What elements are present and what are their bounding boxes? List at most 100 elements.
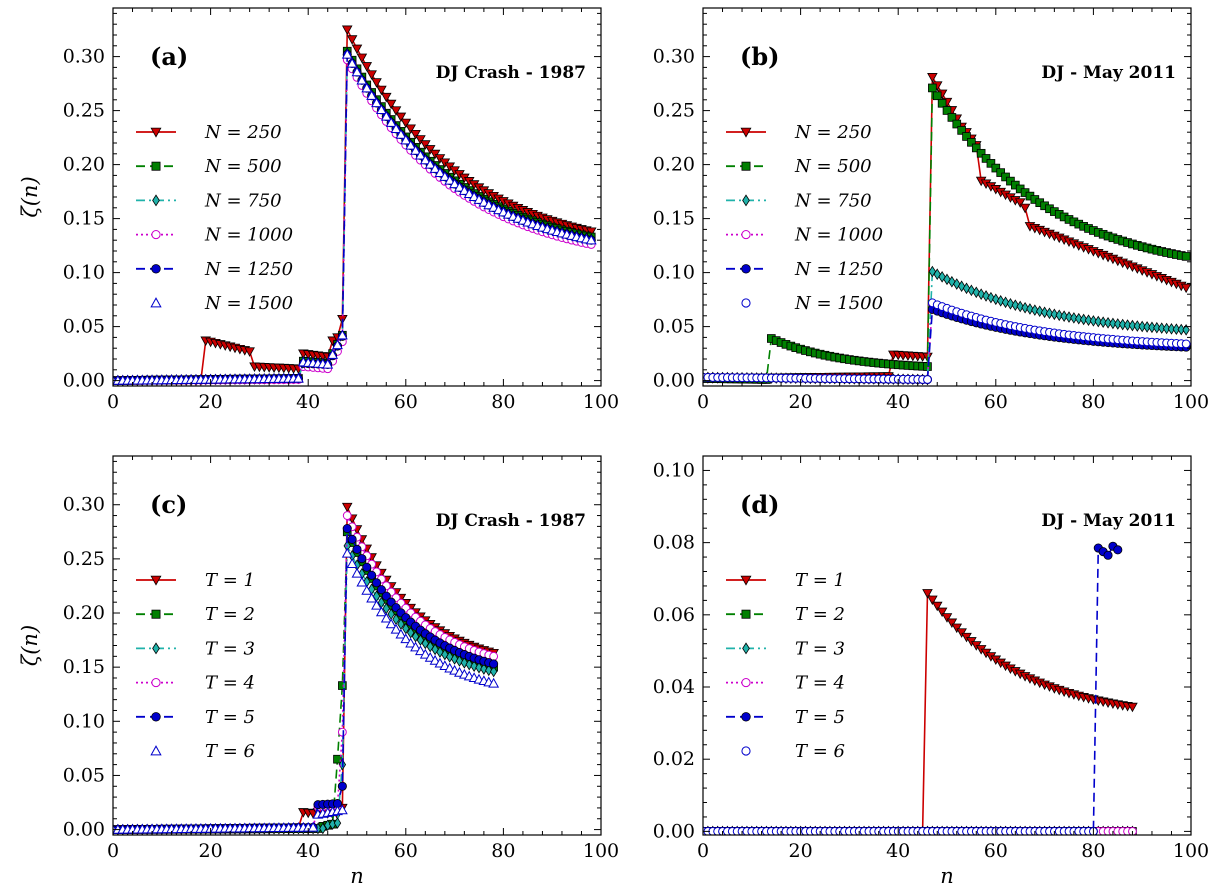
y-tick-label: 0.05: [653, 316, 695, 338]
legend-label: N = 1000: [794, 225, 883, 246]
legend-label: T = 1: [795, 570, 845, 591]
data-point: [361, 584, 373, 595]
data-point: [376, 85, 387, 96]
data-point: [952, 119, 962, 129]
axes-frame: [702, 455, 1192, 836]
data-point: [1050, 308, 1059, 321]
data-point: [480, 663, 488, 675]
data-point: [385, 99, 397, 110]
data-point: [1001, 296, 1010, 309]
y-tick-label: 0.15: [63, 208, 105, 230]
y-tick-label: 0.30: [63, 46, 105, 68]
data-point: [1026, 303, 1034, 315]
plot-area: [113, 502, 500, 835]
y-ticks: 0.00 0.05 0.10 0.15 0.20 0.25 0.30: [63, 12, 601, 392]
panel-label: (a): [150, 42, 188, 71]
x-tick-label: 60: [394, 391, 418, 413]
legend-label: T = 5: [795, 707, 845, 728]
series-line: [113, 506, 494, 831]
series-3: [703, 265, 1190, 386]
data-point: [1104, 317, 1112, 329]
legend-entry: N = 500: [136, 156, 282, 177]
data-point: [947, 113, 957, 122]
data-point: [1011, 299, 1020, 311]
data-point: [1143, 321, 1151, 333]
data-point: [1021, 301, 1029, 314]
data-point: [972, 286, 980, 299]
x-tick-label: 20: [789, 840, 813, 862]
y-axis-label: ζ(n): [18, 176, 42, 217]
data-point: [741, 712, 751, 722]
legend-entry: N = 750: [726, 190, 872, 211]
data-point: [390, 106, 402, 116]
legend-label: T = 5: [205, 707, 255, 728]
data-point: [1128, 319, 1137, 332]
data-point: [416, 634, 425, 646]
data-point: [380, 110, 392, 121]
data-point: [150, 127, 162, 138]
data-point: [439, 171, 451, 181]
data-point: [336, 804, 348, 815]
data-point: [395, 112, 407, 123]
panel-title: DJ - May 2011: [1041, 63, 1176, 83]
legend-label: T = 1: [205, 570, 255, 591]
legend-entry: T = 4: [726, 673, 845, 694]
x-ticks: 0 20 40 60 80 100: [107, 8, 619, 413]
data-point: [390, 623, 402, 634]
legend-entry: T = 2: [726, 604, 845, 625]
data-point: [395, 128, 407, 139]
legend-entry: N = 250: [136, 122, 282, 143]
legend-entry: T = 5: [726, 707, 845, 728]
data-point: [151, 678, 161, 688]
panel-a: 0 20 40 60 80 100 0.00 0.05 0.10 0.15 0.20 0.25 0.30…: [18, 7, 619, 413]
y-tick-label: 0.08: [653, 532, 695, 554]
data-point: [307, 821, 319, 832]
x-tick-label: 0: [697, 840, 709, 862]
panel-c: 0 20 40 60 80 100 0.00 0.05 0.10 0.15 0.20 0.25 0.30…: [18, 455, 619, 888]
y-tick-label: 0.00: [653, 370, 695, 392]
data-point: [357, 554, 367, 564]
plot-area: [113, 25, 597, 386]
data-point: [488, 677, 500, 688]
series-6: [703, 298, 1191, 384]
legend-label: T = 2: [205, 604, 255, 625]
legend-label: N = 1250: [204, 259, 293, 280]
legend-label: T = 2: [795, 604, 845, 625]
legend-label: T = 6: [205, 741, 255, 762]
data-point: [338, 681, 347, 690]
y-tick-label: 0.04: [653, 676, 695, 698]
legend-label: T = 3: [205, 638, 255, 659]
data-point: [366, 90, 378, 100]
data-point: [414, 149, 426, 160]
data-point: [936, 607, 948, 618]
data-point: [346, 35, 358, 45]
data-point: [151, 161, 161, 171]
data-point: [1138, 320, 1146, 333]
data-point: [931, 601, 943, 612]
series-5: [113, 524, 499, 835]
x-tick-label: 60: [394, 840, 418, 862]
data-point: [347, 534, 357, 544]
panel-title: DJ - May 2011: [1041, 511, 1176, 531]
data-point: [977, 288, 985, 300]
legend-label: N = 1500: [794, 293, 883, 314]
data-point: [362, 562, 372, 572]
data-point: [1075, 312, 1083, 325]
data-point: [1031, 304, 1039, 316]
data-point: [1113, 545, 1123, 555]
data-point: [1084, 314, 1093, 326]
data-point: [1014, 198, 1026, 208]
data-point: [371, 97, 382, 108]
y-axis-label: ζ(n): [18, 625, 42, 666]
data-point: [741, 230, 751, 240]
legend: T = 1 T = 2 T = 3 T = 4 T = 5 T = 6: [136, 570, 255, 762]
data-point: [996, 168, 1005, 177]
data-point: [366, 592, 378, 603]
data-point: [385, 117, 397, 127]
data-point: [941, 613, 953, 623]
data-point: [420, 140, 431, 150]
data-point: [356, 53, 368, 64]
data-point: [341, 547, 353, 558]
data-point: [938, 271, 946, 283]
legend-entry: N = 1500: [150, 293, 293, 314]
